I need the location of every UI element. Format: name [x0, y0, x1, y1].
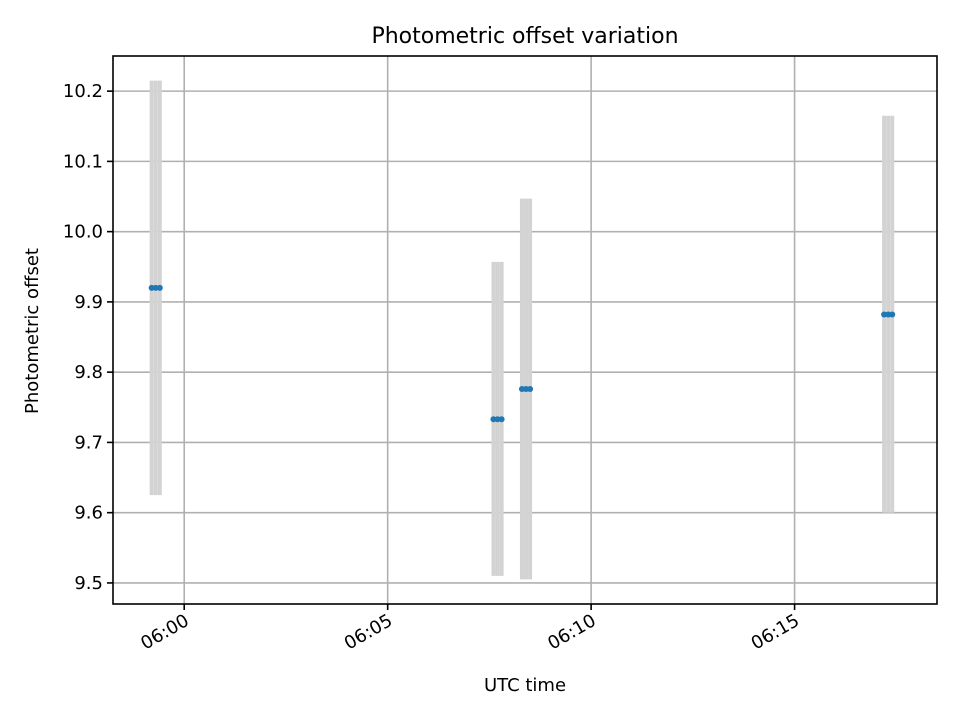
error-bars	[149, 80, 895, 580]
y-tick-label: 9.9	[74, 292, 103, 313]
x-tick-label: 06:05	[341, 610, 396, 654]
y-tick-label: 9.5	[74, 573, 103, 594]
y-tick-label: 9.6	[74, 503, 103, 524]
plot-frame	[112, 55, 938, 605]
data-points	[148, 284, 896, 423]
data-point	[527, 386, 534, 393]
x-axis-label: UTC time	[484, 675, 566, 696]
y-tick-label: 10.0	[63, 222, 103, 243]
x-tick-label: 06:15	[748, 610, 803, 654]
y-axis-label: Photometric offset	[22, 248, 43, 414]
data-point	[156, 284, 163, 291]
y-tick-label: 9.8	[74, 362, 103, 383]
x-tick-label: 06:00	[137, 610, 192, 654]
ticks: 06:00 06:05 06:10 06:15 9.5 9.6 9.7 9.8 9.9 10.0 1…	[63, 81, 803, 654]
data-point	[889, 311, 896, 318]
data-point	[498, 416, 505, 423]
chart-title: Photometric offset variation	[371, 24, 678, 49]
y-tick-label: 10.1	[63, 151, 103, 172]
y-tick-label: 9.7	[74, 432, 103, 453]
y-tick-label: 10.2	[63, 81, 103, 102]
x-tick-label: 06:10	[544, 610, 599, 654]
